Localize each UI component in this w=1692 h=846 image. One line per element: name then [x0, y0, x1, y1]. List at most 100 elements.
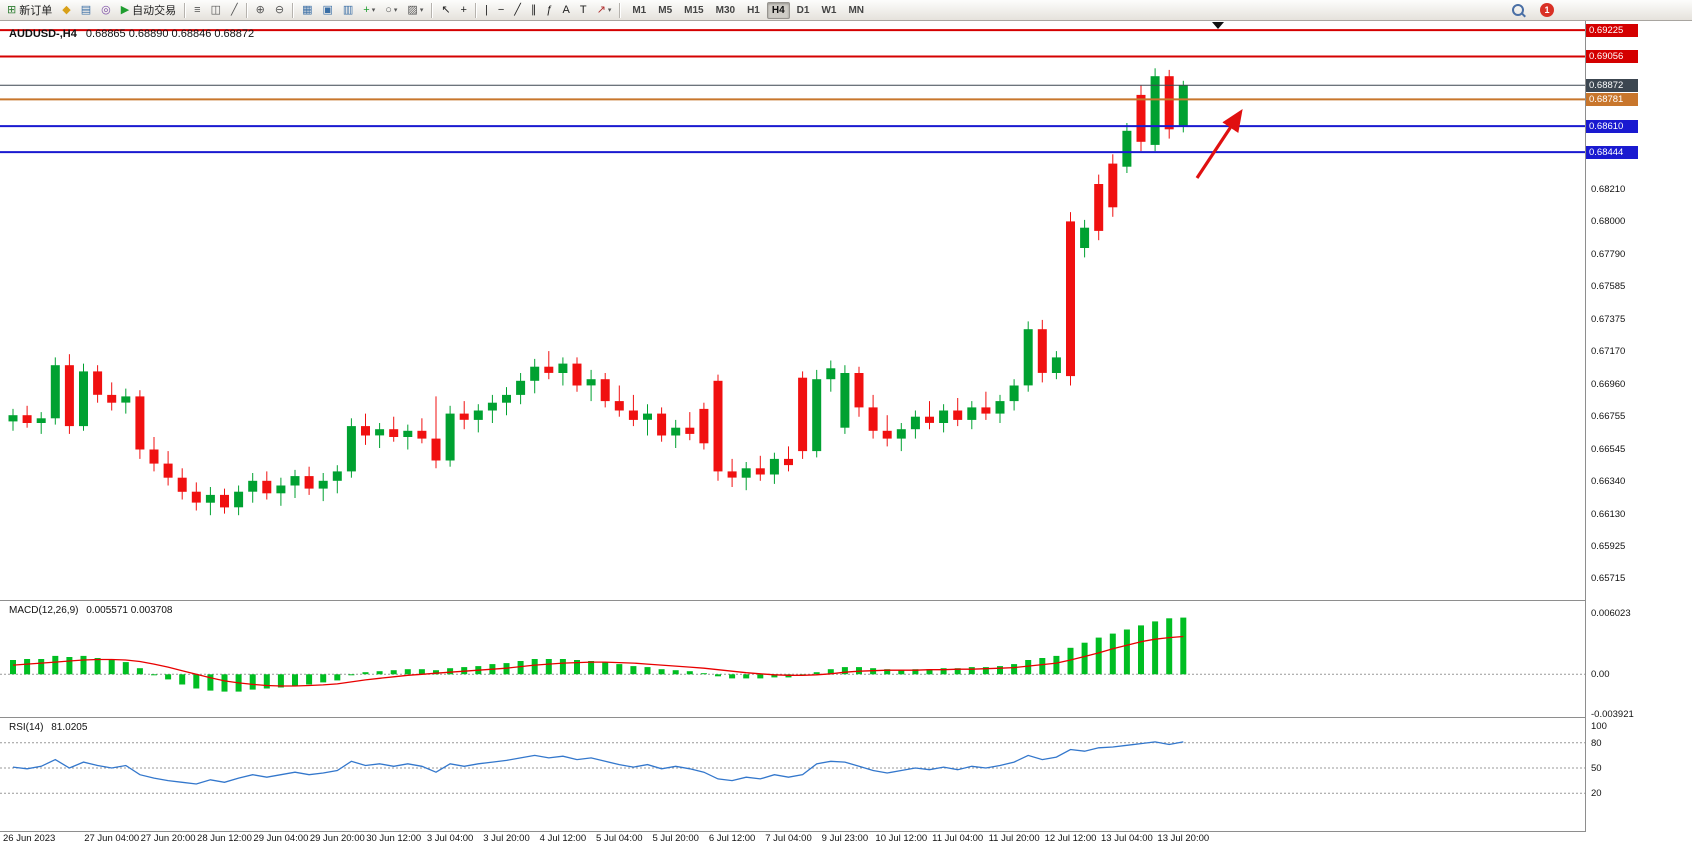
- indicators-button[interactable]: + ▾: [359, 1, 379, 20]
- candle-body: [346, 426, 356, 472]
- pane-separator[interactable]: [0, 831, 1692, 832]
- equidistant-channel-button[interactable]: ∥: [527, 1, 541, 20]
- candle-body: [671, 427, 681, 436]
- time-axis-label: 11 Jul 04:00: [932, 833, 984, 844]
- candle-body: [248, 480, 258, 492]
- timeframe-button-m15[interactable]: M15: [684, 4, 704, 16]
- price-tick-label: 0.67585: [1591, 281, 1626, 293]
- profiles-icon: ▥: [342, 3, 354, 16]
- macd-tick-label: 0.00: [1591, 669, 1610, 681]
- auto-trading-button[interactable]: ▶ 自动交易: [117, 1, 180, 20]
- candle-body: [516, 380, 526, 395]
- time-axis-label: 29 Jun 04:00: [253, 833, 309, 844]
- price-tick-label: 0.67170: [1591, 346, 1626, 358]
- candle-body: [530, 366, 540, 381]
- auto-trading-label: 自动交易: [132, 5, 177, 17]
- vertical-line-button[interactable]: |: [481, 1, 492, 20]
- candle-body: [1094, 184, 1104, 231]
- candle-body: [262, 480, 272, 494]
- crosshair-icon: +: [460, 3, 467, 16]
- pane-separator[interactable]: [0, 600, 1692, 601]
- arrow-annotation[interactable]: [1195, 108, 1243, 179]
- navigator-button[interactable]: ◎: [97, 1, 115, 20]
- macd-histogram-bar: [743, 674, 750, 679]
- arrows-button[interactable]: ↗ ▾: [593, 1, 616, 20]
- candlestick-chart-button[interactable]: ◫: [207, 1, 225, 20]
- timeframe-button-w1[interactable]: W1: [821, 4, 837, 16]
- periods-icon: ○: [385, 3, 392, 16]
- timeframe-button-h1[interactable]: H1: [747, 4, 760, 16]
- macd-histogram-bar: [559, 659, 566, 675]
- candle-body: [995, 401, 1005, 414]
- macd-histogram-bar: [193, 674, 200, 689]
- candle-body: [1051, 357, 1061, 373]
- macd-histogram-bar: [179, 674, 186, 685]
- macd-histogram-bar: [771, 674, 778, 678]
- time-axis-label: 29 Jun 20:00: [309, 833, 365, 844]
- candle-body: [685, 427, 695, 434]
- market-watch-button[interactable]: ▤: [77, 1, 95, 20]
- new-order-button[interactable]: ⊞ 新订单: [3, 1, 56, 20]
- macd-histogram-bar: [376, 671, 383, 675]
- candle-body: [177, 477, 187, 492]
- macd-histogram-bar: [630, 666, 637, 675]
- chart-shift-marker[interactable]: [1212, 22, 1224, 29]
- macd-histogram-bar: [997, 666, 1003, 675]
- macd-histogram-bar: [1039, 658, 1046, 675]
- profiles-button[interactable]: ▥: [339, 1, 357, 20]
- timeframe-button-m30[interactable]: M30: [715, 4, 736, 16]
- candle-body: [727, 471, 737, 478]
- timeframe-button-d1[interactable]: D1: [796, 4, 810, 16]
- macd-histogram-bar: [10, 660, 16, 675]
- templates-button[interactable]: ▨ ▾: [403, 1, 427, 20]
- macd-label: MACD(12,26,9) 0.005571 0.003708: [9, 605, 173, 616]
- price-scale[interactable]: 0.69225 0.69056 0.68872 0.68781 0.68610 0.684…: [1585, 21, 1692, 832]
- rsi-pane: [0, 741, 1585, 794]
- time-axis[interactable]: 26 Jun 2023 27 Jun 04:00 27 Jun 20:00 28 Ju…: [0, 832, 1692, 846]
- macd-histogram-bar: [1095, 637, 1102, 675]
- timeframe-button-h4[interactable]: H4: [766, 1, 790, 19]
- macd-histogram-bar: [108, 660, 115, 675]
- crosshair-button[interactable]: +: [457, 1, 471, 20]
- trendline-button[interactable]: ╱: [510, 1, 525, 20]
- macd-histogram-bar: [38, 659, 45, 675]
- cursor-icon: ↖: [441, 3, 451, 16]
- macd-histogram-bar: [926, 669, 933, 675]
- candle-body: [1066, 221, 1075, 377]
- zoom-in-button[interactable]: ⊕: [252, 1, 269, 20]
- macd-histogram-bar: [390, 670, 397, 675]
- mql-wizard-button[interactable]: ◆: [58, 1, 74, 20]
- rsi-label: RSI(14) 81.0205: [9, 722, 88, 733]
- candle-body: [826, 368, 836, 380]
- zoom-out-button[interactable]: ⊖: [271, 1, 288, 20]
- rsi-tick-label: 80: [1591, 737, 1602, 749]
- notification-badge[interactable]: 1: [1540, 3, 1554, 17]
- line-chart-button[interactable]: ╱: [227, 1, 242, 20]
- macd-histogram-bar: [66, 657, 73, 675]
- candle-body: [64, 365, 74, 427]
- search-icon[interactable]: [1512, 4, 1524, 16]
- text-button[interactable]: A: [559, 1, 574, 20]
- candle-body: [614, 401, 624, 411]
- timeframe-button-m5[interactable]: M5: [658, 4, 673, 16]
- timeframe-button-mn[interactable]: MN: [848, 4, 865, 16]
- candle-body: [163, 463, 173, 478]
- fibonacci-button[interactable]: ƒ: [542, 1, 556, 20]
- cursor-button[interactable]: ↖: [437, 1, 454, 20]
- time-axis-label: 27 Jun 20:00: [140, 833, 196, 844]
- macd-histogram-bar: [362, 672, 369, 675]
- pane-separator[interactable]: [0, 717, 1692, 718]
- new-chart-button[interactable]: ▣: [318, 1, 336, 20]
- text-label-button[interactable]: T: [576, 1, 591, 20]
- bar-chart-button[interactable]: ≡: [190, 1, 204, 20]
- price-line-badge: 0.68444: [1586, 145, 1638, 159]
- macd-histogram-bar: [24, 659, 31, 675]
- candle-body: [558, 363, 568, 373]
- tile-windows-button[interactable]: ▦: [298, 1, 316, 20]
- horizontal-line-button[interactable]: −: [494, 1, 508, 20]
- macd-histogram-bar: [700, 673, 707, 675]
- macd-histogram-bar: [574, 660, 580, 675]
- periods-button[interactable]: ○ ▾: [381, 1, 401, 20]
- candle-body: [50, 365, 60, 419]
- timeframe-button-m1[interactable]: M1: [632, 4, 647, 16]
